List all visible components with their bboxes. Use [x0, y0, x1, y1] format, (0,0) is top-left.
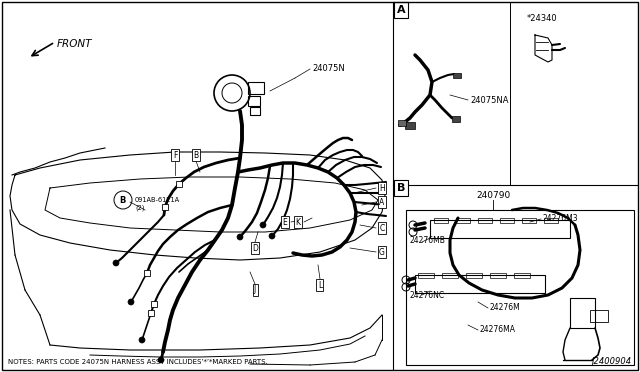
Circle shape: [158, 357, 164, 363]
Circle shape: [260, 222, 266, 228]
Text: 24276MA: 24276MA: [480, 326, 516, 334]
Bar: [590, 310, 608, 322]
Bar: [148, 310, 154, 316]
Text: F: F: [173, 151, 177, 160]
Circle shape: [237, 234, 243, 240]
Text: B: B: [119, 196, 125, 205]
Bar: [144, 270, 150, 276]
Text: G: G: [379, 247, 385, 257]
Circle shape: [269, 233, 275, 239]
Text: 240790: 240790: [476, 190, 510, 199]
Bar: [522, 218, 536, 223]
Text: D: D: [252, 244, 258, 253]
Text: FRONT: FRONT: [57, 39, 93, 49]
Bar: [248, 96, 260, 106]
Text: B: B: [193, 151, 198, 160]
Text: 24276NC: 24276NC: [410, 291, 445, 299]
Bar: [490, 273, 506, 278]
Text: A: A: [397, 5, 405, 15]
Bar: [544, 218, 558, 223]
Text: 091AB-6121A: 091AB-6121A: [135, 197, 180, 203]
Text: *24340: *24340: [527, 13, 557, 22]
Text: E: E: [283, 218, 287, 227]
Text: NOTES: PARTS CODE 24075N HARNESS ASSY INCLUDES’*’*MARKED PARTS.: NOTES: PARTS CODE 24075N HARNESS ASSY IN…: [8, 359, 268, 365]
Text: (2): (2): [135, 205, 145, 211]
Bar: [514, 273, 530, 278]
Bar: [442, 273, 458, 278]
Text: B: B: [397, 183, 405, 193]
Bar: [248, 82, 264, 94]
Bar: [250, 107, 260, 115]
Circle shape: [139, 337, 145, 343]
Bar: [418, 273, 434, 278]
Bar: [176, 181, 182, 187]
Bar: [456, 218, 470, 223]
Bar: [415, 275, 545, 293]
Text: 24276M3: 24276M3: [543, 214, 579, 222]
Bar: [162, 204, 168, 210]
Bar: [466, 273, 482, 278]
Bar: [398, 120, 406, 126]
Bar: [478, 218, 492, 223]
Bar: [452, 116, 460, 122]
Text: K: K: [296, 218, 301, 227]
Text: 24276M: 24276M: [490, 304, 521, 312]
Text: 24276MB: 24276MB: [410, 235, 446, 244]
Text: C: C: [380, 224, 385, 232]
Text: L: L: [318, 280, 322, 289]
Text: 24075N: 24075N: [312, 64, 345, 73]
Bar: [406, 210, 634, 365]
Text: J2400904: J2400904: [592, 357, 632, 366]
Bar: [570, 298, 595, 328]
Bar: [405, 122, 415, 129]
Text: H: H: [379, 183, 385, 192]
Bar: [151, 301, 157, 307]
Text: J: J: [254, 285, 256, 295]
Bar: [500, 218, 514, 223]
Circle shape: [128, 299, 134, 305]
Text: A: A: [380, 198, 385, 206]
Bar: [434, 218, 448, 223]
Bar: [430, 220, 570, 238]
Bar: [453, 73, 461, 78]
Circle shape: [113, 260, 119, 266]
Text: 24075NA: 24075NA: [470, 96, 509, 105]
